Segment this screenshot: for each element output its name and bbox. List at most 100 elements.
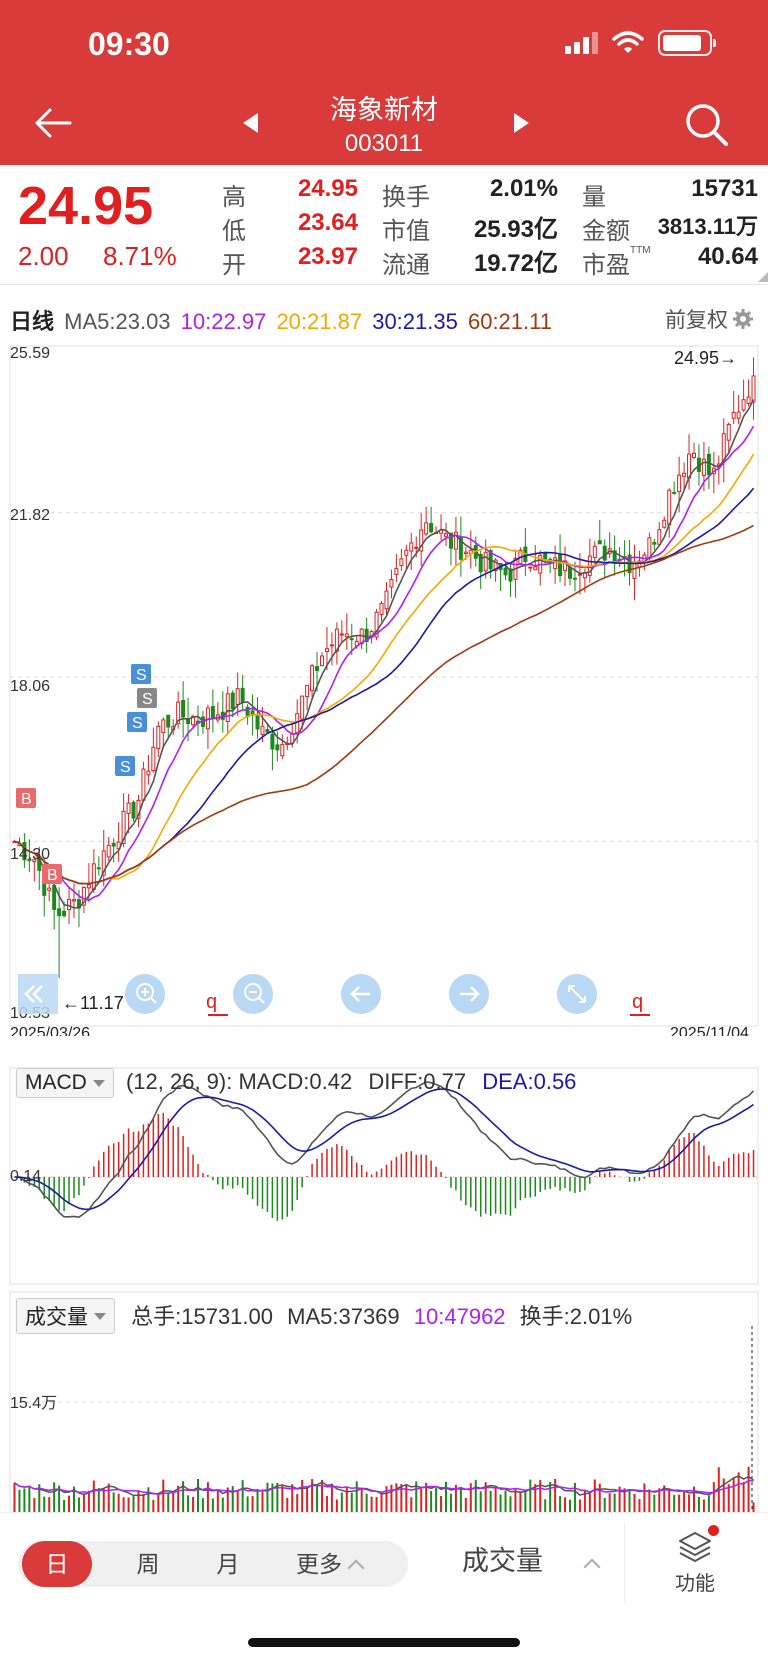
pe-label-text: 市盈: [582, 252, 630, 279]
diff-line: [14, 1081, 755, 1219]
candle-body: [230, 692, 235, 710]
svg-text:S: S: [120, 759, 131, 776]
collapse-icon[interactable]: [18, 974, 58, 1014]
turnover-label: 换手: [382, 184, 430, 211]
candle-body: [62, 910, 67, 917]
buy-marker-2[interactable]: B: [42, 864, 62, 884]
svg-text:q: q: [632, 991, 643, 1013]
candle-body: [394, 568, 399, 575]
function-label: 功能: [675, 1573, 715, 1595]
sell-marker-2[interactable]: S: [137, 688, 157, 708]
home-indicator: [248, 1638, 520, 1647]
candle-body: [265, 729, 270, 733]
candle-body: [101, 850, 106, 876]
search-icon[interactable]: [682, 100, 730, 148]
zoom-in-icon[interactable]: [125, 974, 165, 1014]
kline-chart[interactable]: 25.59 21.82 18.06 14.30 10.53 24.95→ ←11…: [0, 336, 768, 1036]
candle-body: [305, 684, 310, 698]
candle-body: [647, 537, 652, 559]
buy-marker[interactable]: B: [16, 788, 36, 808]
indicator-selector[interactable]: 成交量: [462, 1546, 543, 1576]
candle-body: [344, 633, 349, 638]
candle-body: [225, 693, 230, 722]
period-more[interactable]: 更多: [296, 1541, 396, 1587]
volume-label: 量: [582, 184, 606, 211]
divider: [624, 1523, 625, 1603]
period-month[interactable]: 月: [216, 1551, 240, 1577]
candle-body: [106, 844, 111, 858]
candle-body: [692, 452, 696, 458]
period-day[interactable]: 日: [22, 1541, 92, 1587]
candle-body: [533, 566, 538, 571]
adjust-selector[interactable]: 前复权: [665, 304, 754, 334]
low-marker: ←11.17: [62, 993, 124, 1013]
ma60-line: [14, 524, 754, 885]
candle-body: [379, 602, 384, 615]
candle-body: [72, 899, 76, 902]
candle-body: [458, 537, 463, 560]
candle-body: [280, 743, 285, 757]
candle-body: [161, 719, 166, 733]
stock-name: 海象新材: [330, 95, 438, 125]
chevron-up-icon[interactable]: [583, 1558, 601, 1576]
period-selector: 日 周 月 更多: [18, 1541, 408, 1587]
stock-code: 003011: [344, 130, 424, 157]
candle-body: [493, 559, 498, 571]
candle-body: [463, 551, 468, 555]
event-marker-icon[interactable]: q: [206, 991, 228, 1016]
candle-body: [503, 567, 508, 576]
candle-body: [374, 611, 379, 638]
status-time: 09:30: [88, 26, 170, 62]
volume-plot-area: [9, 1291, 759, 1512]
candle-body: [67, 899, 72, 911]
next-stock-icon[interactable]: [508, 110, 534, 136]
cell-signal-icon: [565, 32, 598, 54]
volume-selector[interactable]: 成交量: [16, 1298, 115, 1334]
svg-text:q: q: [206, 991, 217, 1013]
candle-body: [126, 802, 131, 814]
prev-stock-icon[interactable]: [238, 110, 264, 136]
function-button[interactable]: 功能: [650, 1525, 740, 1596]
scroll-left-icon[interactable]: [341, 974, 381, 1014]
candle-body: [181, 700, 186, 718]
candle-body: [389, 579, 394, 588]
candle-body: [47, 887, 52, 891]
chevron-down-icon: [92, 1079, 105, 1087]
candle-body: [349, 638, 354, 641]
macd-plot-area: [9, 1067, 759, 1285]
zoom-out-icon[interactable]: [233, 974, 273, 1014]
candle-body: [701, 458, 706, 476]
macd-chart[interactable]: 0.14: [0, 1064, 768, 1288]
candle-body: [255, 715, 260, 730]
candle-body: [721, 433, 726, 462]
candle-body: [235, 688, 240, 706]
macd-selector-label: MACD: [25, 1071, 87, 1094]
candle-body: [324, 648, 329, 653]
svg-text:S: S: [136, 667, 147, 684]
back-arrow-icon[interactable]: [30, 100, 76, 146]
sell-marker[interactable]: S: [131, 664, 151, 684]
period-week[interactable]: 周: [136, 1551, 160, 1577]
amount-value: 3813.11万: [657, 214, 758, 239]
app-header: 09:30 海象新材 003011: [0, 0, 768, 165]
candle-body: [270, 733, 275, 750]
candle-body: [81, 886, 86, 906]
chevron-down-icon: [94, 1312, 106, 1320]
candle-body: [429, 522, 434, 533]
volume-chart[interactable]: 15.4万: [0, 1290, 768, 1512]
mktcap-label: 市值: [382, 218, 430, 245]
gear-icon[interactable]: [732, 308, 754, 330]
candle-body: [751, 375, 756, 403]
scroll-right-icon[interactable]: [449, 974, 489, 1014]
candle-body: [632, 561, 637, 580]
fullscreen-icon[interactable]: [557, 974, 597, 1014]
y-label-max: 25.59: [10, 345, 50, 362]
sell-marker-4[interactable]: S: [115, 756, 135, 776]
svg-text:B: B: [21, 791, 32, 808]
candle-body: [672, 491, 677, 494]
candle-body: [329, 644, 334, 647]
event-marker-icon-2[interactable]: q: [630, 991, 650, 1016]
macd-selector[interactable]: MACD: [16, 1068, 114, 1098]
expand-corner-icon[interactable]: [758, 272, 768, 282]
sell-marker-3[interactable]: S: [127, 712, 147, 732]
